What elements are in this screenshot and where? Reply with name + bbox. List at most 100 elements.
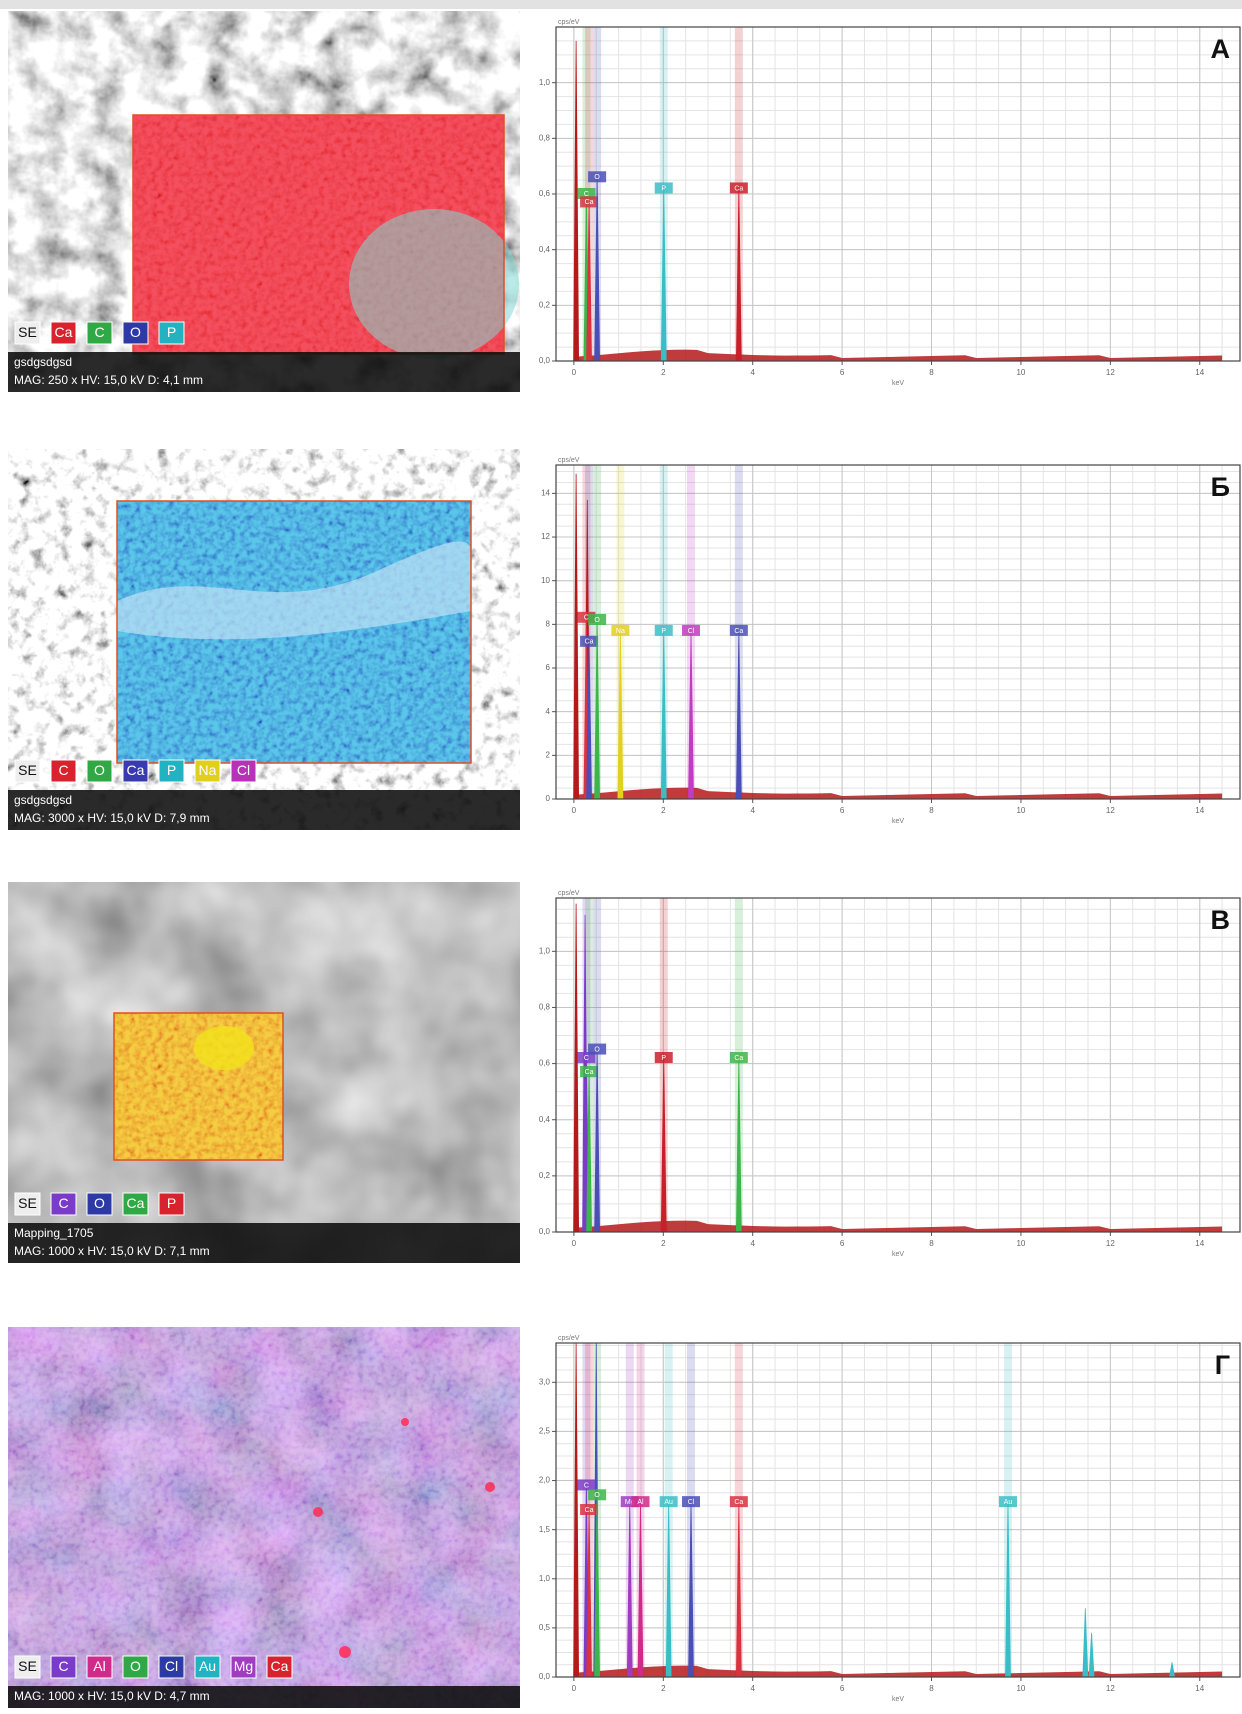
y-tick-label: 0,0 (539, 1672, 551, 1681)
x-tick-label: 10 (1016, 368, 1025, 377)
legend-label: Na (199, 762, 217, 778)
legend-label: SE (18, 1658, 37, 1674)
panel: Mapping_1705 MAG: 1000 x HV: 15,0 kV D: 7… (8, 882, 1241, 1263)
peak-label-box (729, 624, 748, 636)
plot-frame (555, 897, 1241, 1233)
x-tick-label: 10 (1016, 1239, 1025, 1248)
peak-label-box (998, 1496, 1017, 1508)
element-map-frame (113, 1012, 284, 1161)
x-tick-label: 0 (572, 806, 577, 815)
legend-label: Au (199, 1658, 216, 1674)
x-tick-label: 8 (929, 806, 934, 815)
peak-label: Au (1004, 1499, 1013, 1506)
peak-label-box (588, 1043, 607, 1055)
legend-label: P (167, 1195, 176, 1211)
legend-label: Ca (127, 1195, 145, 1211)
legend-swatch (158, 759, 185, 783)
x-axis-unit: keV (892, 818, 904, 825)
x-tick-label: 12 (1106, 1239, 1115, 1248)
peak-label-box (654, 624, 673, 636)
element-marker-band (585, 465, 594, 799)
peak-label: C (584, 615, 589, 622)
peak-label: Au (664, 1499, 673, 1506)
panel-label: Г (1215, 1350, 1230, 1380)
plot-area (556, 898, 1240, 1232)
element-spot (339, 1646, 351, 1658)
peak-label-box (729, 1051, 748, 1063)
caption-text: MAG: 250 x HV: 15,0 kV D: 4,1 mm (14, 373, 203, 387)
peak-label: Ca (734, 185, 743, 192)
y-tick-label: 0,4 (539, 1115, 551, 1124)
top-band (0, 0, 1242, 9)
caption-bar (8, 1686, 520, 1708)
y-tick-label: 14 (541, 488, 550, 497)
caption-text: MAG: 3000 x HV: 15,0 kV D: 7,9 mm (14, 811, 210, 825)
plot-frame (555, 1342, 1241, 1678)
x-tick-label: 2 (661, 368, 666, 377)
continuum (573, 1220, 1223, 1232)
peak-label: O (594, 617, 600, 624)
y-tick-label: 0,0 (539, 356, 551, 365)
caption-text: gsdgsdgsd (14, 355, 72, 369)
x-tick-label: 6 (840, 806, 845, 815)
peak-label-box (580, 1066, 599, 1078)
x-tick-label: 10 (1016, 1684, 1025, 1693)
legend-label: Al (93, 1658, 105, 1674)
micrograph: Mapping_1705 MAG: 1000 x HV: 15,0 kV D: 7… (8, 882, 520, 1263)
y-tick-label: 0,8 (539, 1003, 551, 1012)
element-map-texture (114, 1013, 283, 1160)
element-map-region (117, 541, 472, 640)
legend-swatch (14, 759, 41, 783)
legend-swatch (14, 321, 41, 345)
peak-label-box (580, 1504, 599, 1515)
caption-bar (8, 790, 520, 830)
peak-label: C (584, 1482, 589, 1489)
y-tick-label: 0,2 (539, 300, 551, 309)
y-tick-label: 2,0 (539, 1476, 551, 1485)
x-tick-label: 12 (1106, 806, 1115, 815)
x-axis-unit: keV (892, 380, 904, 387)
y-tick-label: 1,0 (539, 1574, 551, 1583)
caption-bar (8, 352, 520, 392)
legend-label: SE (18, 1195, 37, 1211)
peak-label-box (654, 182, 673, 194)
x-tick-label: 14 (1195, 806, 1204, 815)
spectrum: 0,0 0,5 1,0 1,5 2,0 2,5 3,0 0 2 4 6 8 10 12 14 keV cps/e… (539, 1335, 1241, 1703)
legend-swatch (86, 321, 113, 345)
peak-label: Ca (734, 628, 743, 635)
legend-swatch (266, 1655, 293, 1679)
peak-label: O (594, 1046, 600, 1053)
peak-label: P (661, 628, 666, 635)
spectrum: 0 2 4 6 8 10 12 14 0 2 4 6 8 10 12 14 keV cps/eV C Ca O Na P Cl… (541, 457, 1241, 825)
peak-label-box (729, 1496, 748, 1508)
legend-swatch (122, 321, 149, 345)
peak-label-box (611, 624, 630, 636)
element-spot (313, 1507, 323, 1517)
peak-label-box (580, 635, 599, 647)
element-map-region (349, 209, 519, 359)
y-tick-label: 2 (546, 750, 551, 759)
legend-swatch (50, 321, 77, 345)
x-tick-label: 2 (661, 1684, 666, 1693)
peak-label-box (682, 1496, 701, 1508)
peak-label-box (682, 624, 701, 636)
peak-label: Ca (585, 639, 594, 646)
legend-label: Cl (165, 1658, 178, 1674)
panel-label: В (1211, 905, 1231, 935)
x-tick-label: 2 (661, 806, 666, 815)
legend-swatch (122, 759, 149, 783)
legend-label: C (58, 762, 68, 778)
x-tick-label: 8 (929, 368, 934, 377)
peak-label-box (729, 182, 748, 194)
y-tick-label: 0,0 (539, 1227, 551, 1236)
caption-text: MAG: 1000 x HV: 15,0 kV D: 7,1 mm (14, 1244, 210, 1258)
x-axis-unit: keV (892, 1251, 904, 1258)
x-tick-label: 0 (572, 368, 577, 377)
y-tick-label: 0,2 (539, 1171, 551, 1180)
peak-label: O (594, 174, 600, 181)
plot-frame (555, 26, 1241, 362)
peak-label: Ca (734, 1499, 743, 1506)
y-tick-label: 4 (546, 707, 551, 716)
peak-label: Ca (585, 1507, 594, 1514)
